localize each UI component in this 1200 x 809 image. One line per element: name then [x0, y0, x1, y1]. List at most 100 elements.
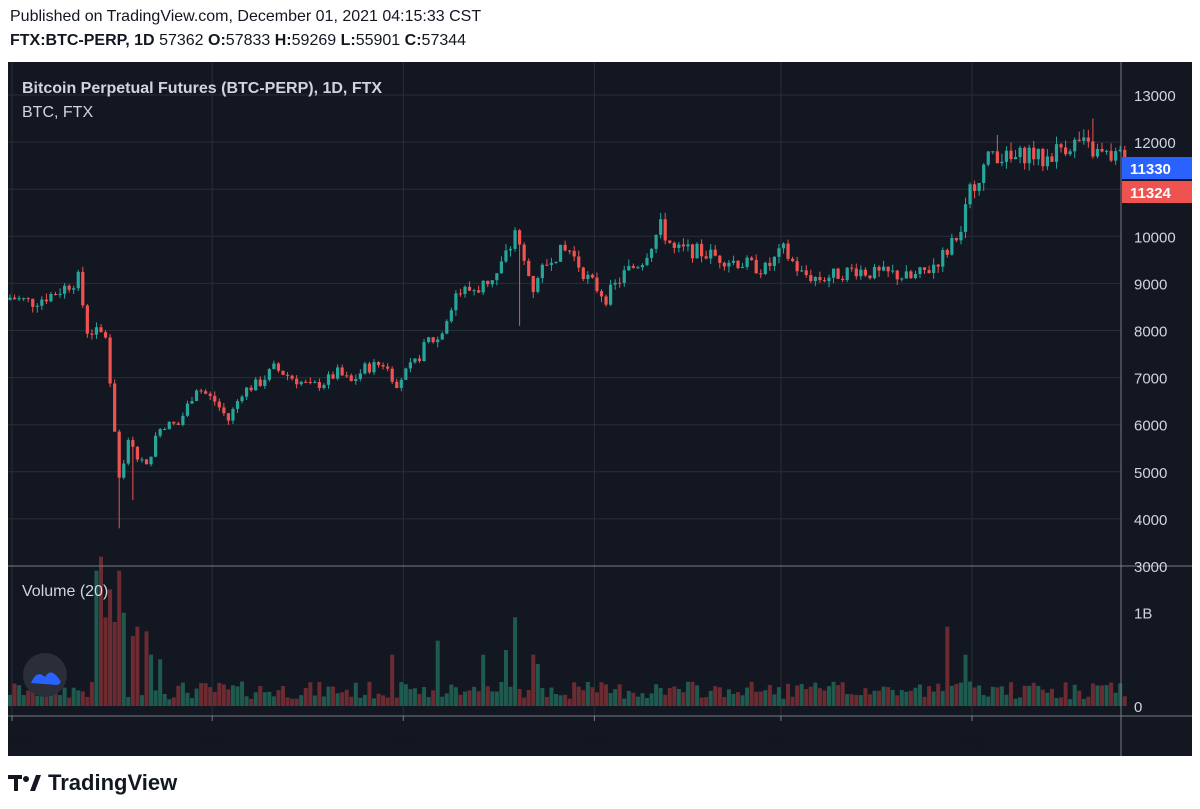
candle-body [408, 362, 412, 369]
candle-body [595, 277, 599, 292]
price-tag-box [1122, 157, 1192, 179]
candle-body [713, 249, 717, 256]
low-label: L: [340, 32, 356, 49]
high-label: H: [274, 32, 292, 49]
candle-body [240, 396, 244, 402]
volume-bar [904, 691, 909, 706]
volume-bar [590, 687, 595, 706]
tradingview-float-icon[interactable] [23, 653, 67, 697]
volume-bar [162, 693, 167, 706]
candle-body [1095, 148, 1100, 157]
volume-bar [472, 686, 477, 706]
candle-body [968, 184, 972, 205]
candle-body [304, 381, 308, 383]
volume-bar [1077, 690, 1082, 706]
candle-body [245, 387, 249, 397]
volume-bar [203, 683, 208, 706]
candle-body [322, 384, 326, 389]
volume-bar [267, 691, 272, 706]
volume-bar [786, 683, 791, 706]
volume-bar [226, 689, 231, 706]
open-label: O: [208, 32, 226, 49]
volume-bar [831, 681, 836, 706]
candle-body [194, 390, 199, 402]
candle-body [927, 270, 931, 273]
candle-body [941, 250, 945, 267]
candle-body [454, 293, 458, 311]
time-axis[interactable]: Mar Apr May Jun Jul Aug [8, 716, 987, 749]
candle-body [126, 440, 130, 464]
tradingview-logo-icon [8, 775, 41, 791]
volume-bar [913, 687, 918, 706]
candle-body [149, 456, 153, 465]
candle-body [495, 273, 499, 281]
candle-body [381, 365, 385, 367]
volume-bar [704, 697, 709, 706]
volume-bar [736, 692, 740, 706]
chart-subtitle: BTC, FTX [22, 104, 93, 121]
volume-bar [795, 685, 800, 706]
symbol-interval: FTX:BTC-PERP, 1D [10, 32, 155, 49]
candle-body [12, 297, 17, 300]
volume-bar [667, 687, 672, 706]
candle-body [904, 271, 908, 279]
candle-body [417, 358, 422, 361]
candle-body [604, 296, 608, 305]
volume-bar [617, 684, 622, 706]
candle-body [263, 379, 267, 386]
volume-bar [299, 695, 304, 706]
volume-bar [1004, 694, 1009, 706]
candle-body [1123, 149, 1127, 162]
volume-axis: 1B 0 [1134, 606, 1152, 716]
volume-bar [444, 693, 449, 706]
candle-body [108, 337, 112, 384]
candle-body [882, 266, 886, 271]
last-price: 57362 [159, 32, 204, 49]
volume-bar [262, 692, 267, 706]
candle-body [358, 373, 362, 379]
candle-body [135, 446, 139, 460]
volume-tick-label: 1B [1134, 606, 1152, 623]
price-tick-label: 7000 [1134, 371, 1167, 388]
candle-body [868, 275, 872, 279]
volume-bar [763, 690, 768, 706]
candle-body [376, 362, 381, 366]
volume-bar [890, 689, 895, 706]
volume-bar [908, 690, 913, 706]
candle-body [754, 259, 758, 274]
tradingview-logo[interactable]: TradingView [8, 770, 177, 796]
candle-body [326, 374, 331, 385]
candle-body [490, 280, 494, 285]
volume-bar [713, 686, 718, 706]
volume-bar [895, 695, 900, 706]
candle-body [1054, 144, 1059, 162]
volume-bar [790, 696, 795, 706]
volume-bar [344, 689, 349, 706]
candle-body [172, 421, 176, 424]
volume-bar [817, 688, 822, 706]
candle-body [167, 421, 171, 430]
candle-body [181, 415, 185, 425]
volume-bar [690, 681, 695, 706]
volume-bar [708, 690, 713, 706]
candle-body [1023, 147, 1027, 164]
volume-bar [717, 687, 722, 706]
candle-body [1013, 156, 1018, 160]
volume-bar [658, 687, 663, 706]
volume-bar [149, 654, 154, 706]
volume-bar [53, 682, 58, 706]
volume-bar [435, 640, 440, 706]
volume-bar [1054, 698, 1059, 706]
candle-body [213, 395, 217, 402]
high-value: 59269 [291, 32, 337, 49]
candle-body [640, 265, 645, 268]
volume-bar [1086, 696, 1091, 706]
candle-body [722, 262, 726, 267]
candle-body [81, 271, 85, 306]
candle-body [8, 297, 12, 300]
candle-body [395, 381, 399, 388]
volume-bar [294, 698, 299, 706]
candle-body [399, 379, 403, 388]
volume-bar [80, 691, 85, 706]
